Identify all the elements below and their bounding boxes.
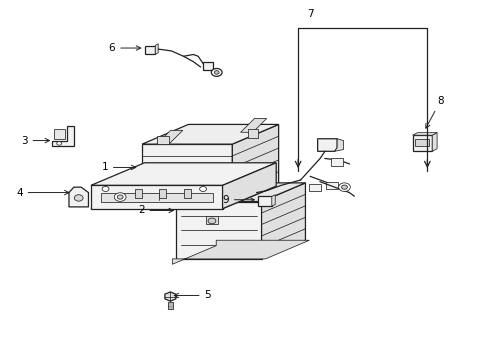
Bar bbox=[309, 184, 321, 191]
Text: 9: 9 bbox=[222, 195, 254, 205]
Circle shape bbox=[211, 68, 222, 76]
Polygon shape bbox=[232, 125, 278, 203]
Polygon shape bbox=[157, 130, 183, 144]
Circle shape bbox=[199, 186, 206, 192]
Polygon shape bbox=[172, 240, 309, 264]
Bar bbox=[159, 189, 166, 198]
Polygon shape bbox=[412, 133, 436, 135]
Circle shape bbox=[74, 195, 83, 201]
Polygon shape bbox=[52, 126, 74, 146]
Text: 4: 4 bbox=[16, 188, 69, 198]
Circle shape bbox=[207, 218, 215, 224]
Polygon shape bbox=[144, 45, 155, 54]
Text: 7: 7 bbox=[306, 9, 313, 19]
Bar bbox=[183, 189, 190, 198]
Circle shape bbox=[341, 185, 346, 189]
Polygon shape bbox=[69, 187, 88, 207]
Polygon shape bbox=[222, 163, 276, 209]
Circle shape bbox=[338, 183, 349, 192]
Text: 1: 1 bbox=[101, 162, 136, 172]
Polygon shape bbox=[91, 185, 222, 209]
Bar bbox=[54, 129, 65, 139]
Polygon shape bbox=[176, 183, 305, 202]
Polygon shape bbox=[240, 118, 266, 132]
Text: 6: 6 bbox=[108, 43, 141, 53]
Bar bbox=[326, 182, 337, 189]
Circle shape bbox=[57, 141, 61, 145]
Polygon shape bbox=[203, 62, 212, 69]
Text: 5: 5 bbox=[174, 291, 211, 301]
Polygon shape bbox=[176, 202, 261, 259]
Polygon shape bbox=[142, 125, 278, 144]
Bar bbox=[414, 139, 428, 146]
Polygon shape bbox=[164, 292, 176, 301]
Polygon shape bbox=[142, 144, 232, 203]
Circle shape bbox=[117, 195, 123, 199]
Bar bbox=[330, 158, 342, 166]
Polygon shape bbox=[334, 139, 343, 151]
Polygon shape bbox=[317, 139, 336, 151]
Bar bbox=[247, 129, 257, 138]
Polygon shape bbox=[258, 197, 271, 206]
Polygon shape bbox=[205, 216, 218, 225]
Bar bbox=[195, 189, 215, 200]
Polygon shape bbox=[101, 193, 212, 202]
Polygon shape bbox=[137, 184, 283, 210]
Polygon shape bbox=[431, 133, 436, 151]
Circle shape bbox=[102, 186, 109, 192]
Circle shape bbox=[114, 193, 126, 201]
Polygon shape bbox=[91, 163, 276, 185]
Text: 3: 3 bbox=[21, 136, 49, 145]
Polygon shape bbox=[271, 195, 275, 206]
Text: 2: 2 bbox=[138, 206, 173, 216]
Polygon shape bbox=[261, 183, 305, 259]
Bar bbox=[135, 189, 142, 198]
Bar bbox=[167, 302, 172, 309]
Circle shape bbox=[214, 71, 219, 74]
Polygon shape bbox=[157, 136, 168, 144]
Polygon shape bbox=[155, 44, 158, 54]
Polygon shape bbox=[91, 186, 276, 209]
Polygon shape bbox=[412, 135, 431, 151]
Text: 8: 8 bbox=[425, 96, 443, 128]
